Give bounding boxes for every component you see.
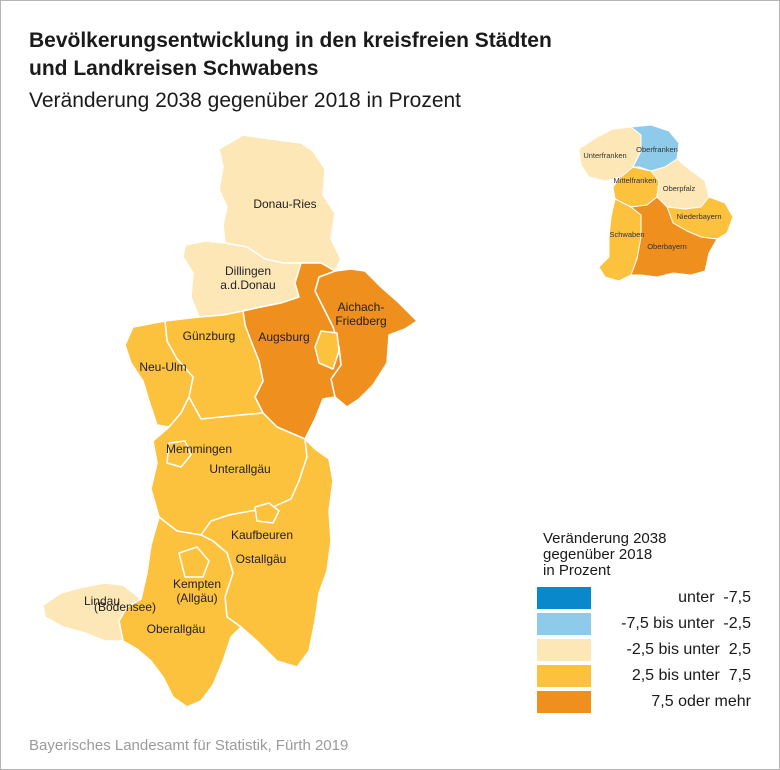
- label-dillingen-1: Dillingen: [225, 264, 271, 278]
- region-augsburg-stadt: [314, 330, 340, 370]
- inset-label-unterfranken: Unterfranken: [583, 151, 626, 160]
- inset-label-niederbayern: Niederbayern: [676, 212, 721, 221]
- legend-item: -2,5 bis unter 2,5: [537, 637, 757, 663]
- map-title-line-2: und Landkreisen Schwabens: [29, 57, 319, 80]
- label-donau-ries: Donau-Ries: [253, 197, 316, 211]
- legend-label: -2,5 bis unter 2,5: [626, 641, 751, 658]
- inset-map-bavaria: [578, 124, 734, 282]
- map-subtitle: Veränderung 2038 gegenüber 2018 in Proze…: [29, 89, 462, 112]
- label-lindau-2: (Bodensee): [94, 600, 156, 614]
- map-title-line-1: Bevölkerungsentwicklung in den kreisfrei…: [29, 29, 552, 52]
- label-ostallgaeu: Ostallgäu: [236, 552, 287, 566]
- label-augsburg: Augsburg: [258, 330, 309, 344]
- legend-title: Veränderung 2038 gegenüber 2018 in Proze…: [543, 531, 757, 579]
- legend-title-line-3: in Prozent: [543, 562, 611, 579]
- legend-swatch: [537, 639, 591, 661]
- label-dillingen-2: a.d.Donau: [220, 278, 275, 292]
- map-legend: Veränderung 2038 gegenüber 2018 in Proze…: [537, 531, 757, 715]
- legend-item: unter -7,5: [537, 585, 757, 611]
- region-kaufbeuren: [254, 502, 280, 524]
- label-kaufbeuren: Kaufbeuren: [231, 528, 293, 542]
- source-note: Bayerisches Landesamt für Statistik, Für…: [29, 737, 349, 754]
- label-aichach-2: Friedberg: [335, 314, 386, 328]
- legend-swatch: [537, 613, 591, 635]
- legend-title-line-2: gegenüber 2018: [543, 546, 653, 563]
- region-lindau: [42, 582, 142, 642]
- label-kempten-2: (Allgäu): [176, 591, 217, 605]
- legend-title-line-1: Veränderung 2038: [543, 530, 667, 547]
- region-kempten: [178, 546, 210, 578]
- inset-label-oberpfalz: Oberpfalz: [663, 184, 696, 193]
- legend-swatch: [537, 691, 591, 713]
- inset-oberbayern: [630, 196, 718, 278]
- legend-label: 2,5 bis unter 7,5: [631, 667, 751, 684]
- inset-label-oberfranken: Oberfranken: [636, 145, 678, 154]
- legend-item: 7,5 oder mehr: [537, 689, 757, 715]
- map-title: Bevölkerungsentwicklung in den kreisfrei…: [29, 27, 552, 83]
- label-kempten-1: Kempten: [173, 577, 221, 591]
- label-aichach-1: Aichach-: [338, 300, 385, 314]
- inset-label-mittelfranken: Mittelfranken: [614, 176, 657, 185]
- legend-swatch: [537, 665, 591, 687]
- label-lindau-1: Lindau: [84, 594, 120, 608]
- label-memmingen: Memmingen: [166, 442, 232, 456]
- legend-swatch: [537, 587, 591, 609]
- label-guenzburg: Günzburg: [183, 329, 236, 343]
- label-oberallgaeu: Oberallgäu: [147, 622, 206, 636]
- region-memmingen: [166, 440, 192, 468]
- legend-label: -7,5 bis unter -2,5: [621, 615, 751, 632]
- inset-label-oberbayern: Oberbayern: [647, 242, 687, 251]
- legend-item: -7,5 bis unter -2,5: [537, 611, 757, 637]
- legend-label: unter -7,5: [678, 589, 751, 606]
- label-neu-ulm: Neu-Ulm: [139, 360, 186, 374]
- legend-label: 7,5 oder mehr: [651, 693, 751, 710]
- label-unterallgaeu: Unterallgäu: [209, 462, 270, 476]
- inset-label-schwaben: Schwaben: [609, 230, 644, 239]
- legend-item: 2,5 bis unter 7,5: [537, 663, 757, 689]
